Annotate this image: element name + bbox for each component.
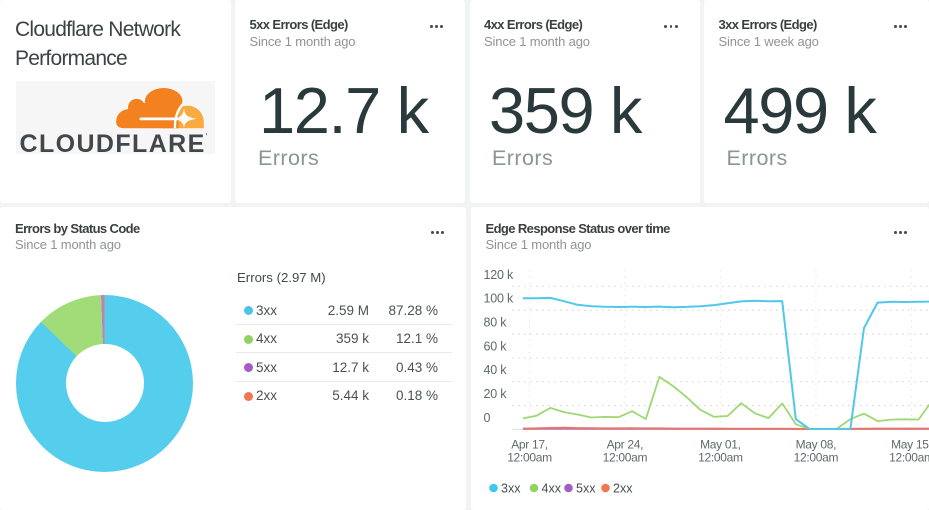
svg-text:40 k: 40 k	[483, 363, 507, 377]
svg-text:80 k: 80 k	[483, 316, 507, 330]
svg-text:Apr 24,: Apr 24,	[606, 438, 643, 452]
svg-text:May 15,: May 15,	[891, 438, 929, 452]
svg-text:2xx: 2xx	[613, 481, 633, 495]
svg-text:100 k: 100 k	[483, 292, 514, 306]
svg-text:12:00am: 12:00am	[698, 450, 743, 464]
svg-text:May 08,: May 08,	[795, 438, 836, 452]
svg-text:60 k: 60 k	[483, 339, 507, 353]
svg-text:Apr 17,: Apr 17,	[511, 438, 548, 452]
svg-text:May 01,: May 01,	[700, 438, 741, 452]
svg-text:3xx: 3xx	[501, 481, 521, 495]
svg-text:12:00am: 12:00am	[793, 450, 838, 464]
svg-text:4xx: 4xx	[541, 481, 561, 495]
svg-text:12:00am: 12:00am	[507, 450, 552, 464]
svg-text:5xx: 5xx	[576, 481, 596, 495]
svg-text:120 k: 120 k	[483, 268, 514, 282]
svg-text:12:00am: 12:00am	[602, 450, 647, 464]
svg-text:0: 0	[483, 411, 490, 425]
svg-text:20 k: 20 k	[483, 387, 507, 401]
svg-text:12:00am: 12:00am	[889, 450, 929, 464]
